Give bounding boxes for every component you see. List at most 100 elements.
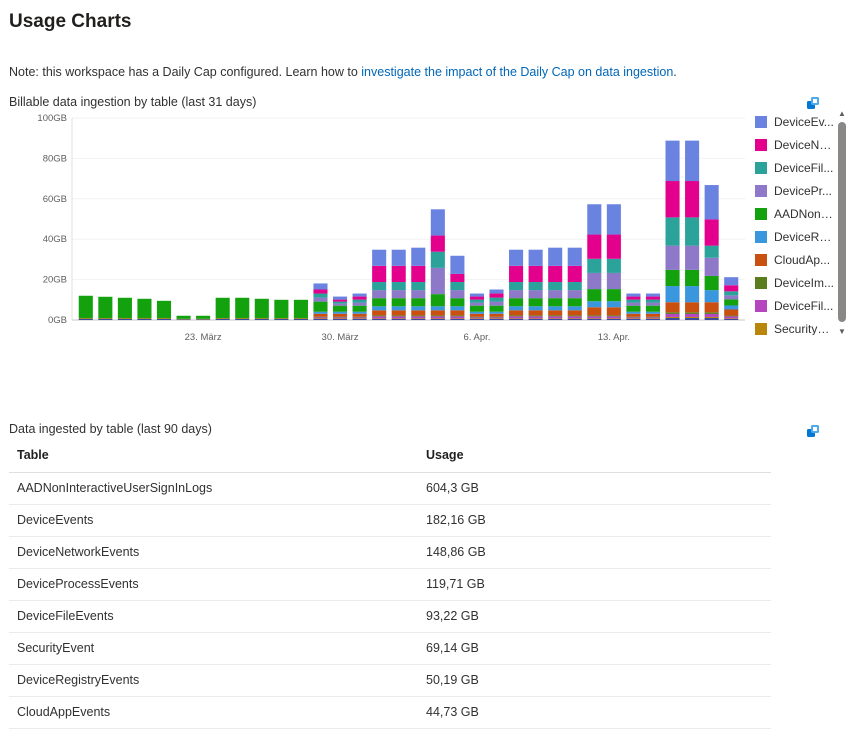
bar-segment[interactable] — [509, 310, 524, 316]
bar-segment[interactable] — [645, 302, 661, 306]
bar-segment[interactable] — [352, 299, 367, 303]
bar-segment[interactable] — [372, 290, 387, 299]
bar-segment[interactable] — [528, 290, 543, 299]
bar-segment[interactable] — [724, 305, 739, 310]
bar-segment[interactable] — [685, 312, 700, 314]
bar-segment[interactable] — [430, 209, 445, 236]
bar-segment[interactable] — [606, 301, 621, 308]
bar-segment[interactable] — [548, 290, 563, 299]
bar-segment[interactable] — [567, 315, 582, 317]
bar-segment[interactable] — [548, 318, 563, 320]
chevron-up-icon[interactable]: ▲ — [838, 109, 846, 118]
bar-segment[interactable] — [645, 317, 661, 319]
bar-segment[interactable] — [724, 285, 739, 292]
bar-segment[interactable] — [411, 282, 426, 291]
bar-segment[interactable] — [156, 318, 172, 320]
bar-segment[interactable] — [587, 289, 602, 302]
bar-segment[interactable] — [469, 302, 484, 306]
bar-segment[interactable] — [293, 299, 308, 318]
bar-segment[interactable] — [489, 305, 504, 312]
bar-segment[interactable] — [626, 313, 641, 317]
bar-segment[interactable] — [724, 318, 739, 320]
bar-segment[interactable] — [98, 296, 113, 318]
bar-segment[interactable] — [626, 318, 641, 319]
bar-segment[interactable] — [685, 316, 700, 318]
bar-segment[interactable] — [411, 298, 426, 307]
bar-segment[interactable] — [567, 247, 582, 266]
bar-segment[interactable] — [704, 245, 719, 258]
bar-segment[interactable] — [528, 318, 543, 319]
bar-segment[interactable] — [196, 319, 211, 320]
bar-segment[interactable] — [606, 307, 621, 316]
bar-segment[interactable] — [450, 255, 465, 274]
bar-segment[interactable] — [626, 299, 641, 303]
bar-segment[interactable] — [372, 298, 387, 307]
bar-segment[interactable] — [626, 311, 641, 314]
bar-segment[interactable] — [704, 219, 719, 246]
bar-segment[interactable] — [587, 318, 602, 320]
bar-segment[interactable] — [391, 318, 406, 320]
bar-segment[interactable] — [450, 282, 465, 291]
bar-segment[interactable] — [567, 290, 582, 299]
bar-segment[interactable] — [489, 318, 504, 319]
bar-segment[interactable] — [606, 204, 621, 235]
bar-segment[interactable] — [567, 265, 582, 283]
bar-segment[interactable] — [78, 318, 93, 320]
bar-segment[interactable] — [430, 318, 445, 320]
bar-segment[interactable] — [489, 318, 504, 320]
bar-segment[interactable] — [352, 302, 367, 306]
bar-segment[interactable] — [704, 185, 719, 220]
bar-segment[interactable] — [548, 247, 563, 266]
bar-segment[interactable] — [626, 316, 641, 318]
bar-segment[interactable] — [489, 316, 504, 318]
bar-segment[interactable] — [352, 318, 367, 319]
bar-segment[interactable] — [391, 249, 406, 266]
bar-segment[interactable] — [509, 290, 524, 299]
bar-segment[interactable] — [606, 318, 621, 319]
bar-segment[interactable] — [411, 318, 426, 319]
table-row[interactable]: DeviceNetworkEvents 148,86 GB — [9, 536, 771, 569]
bar-segment[interactable] — [626, 318, 641, 320]
bar-segment[interactable] — [548, 316, 563, 319]
bar-segment[interactable] — [430, 235, 445, 252]
bar-segment[interactable] — [372, 316, 387, 319]
bar-segment[interactable] — [254, 318, 269, 319]
bar-segment[interactable] — [645, 318, 661, 319]
bar-segment[interactable] — [587, 318, 602, 319]
bar-segment[interactable] — [724, 316, 739, 319]
legend-item[interactable]: DeviceFil... — [755, 156, 837, 179]
bar-segment[interactable] — [528, 316, 543, 319]
bar-segment[interactable] — [411, 315, 426, 317]
bar-segment[interactable] — [313, 318, 328, 319]
bar-segment[interactable] — [137, 318, 152, 319]
bar-segment[interactable] — [489, 297, 504, 302]
bar-segment[interactable] — [137, 318, 152, 320]
bar-segment[interactable] — [176, 319, 191, 320]
bar-segment[interactable] — [509, 316, 524, 319]
legend-item[interactable]: CloudAp... — [755, 248, 837, 271]
table-row[interactable]: DeviceRegistryEvents 50,19 GB — [9, 664, 771, 697]
bar-segment[interactable] — [254, 318, 269, 320]
bar-segment[interactable] — [528, 282, 543, 291]
bar-segment[interactable] — [372, 315, 387, 317]
legend-item[interactable]: DeviceNe... — [755, 133, 837, 156]
bar-segment[interactable] — [685, 245, 700, 270]
bar-segment[interactable] — [509, 318, 524, 319]
bar-segment[interactable] — [430, 306, 445, 311]
bar-segment[interactable] — [626, 302, 641, 306]
bar-segment[interactable] — [333, 313, 348, 317]
bar-segment[interactable] — [704, 317, 719, 320]
bar-segment[interactable] — [704, 257, 719, 276]
bar-segment[interactable] — [313, 301, 328, 312]
bar-segment[interactable] — [254, 298, 269, 318]
bar-segment[interactable] — [372, 249, 387, 266]
bar-segment[interactable] — [391, 290, 406, 299]
bar-segment[interactable] — [313, 311, 328, 314]
bar-segment[interactable] — [176, 315, 191, 319]
bar-segment[interactable] — [665, 316, 680, 318]
legend-item[interactable]: DeviceEv... — [755, 110, 837, 133]
bar-segment[interactable] — [411, 306, 426, 311]
bar-segment[interactable] — [450, 318, 465, 320]
bar-segment[interactable] — [469, 317, 484, 319]
bar-segment[interactable] — [372, 282, 387, 291]
